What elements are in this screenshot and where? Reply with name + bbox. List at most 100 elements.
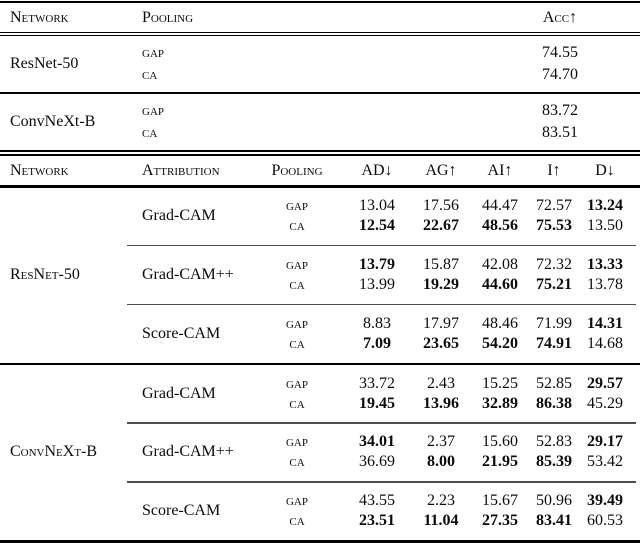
accuracy-header-double-rule (0, 32, 640, 37)
metric-value: 72.57 (536, 197, 572, 215)
pooling-cell: ca (289, 335, 305, 352)
attribution-block: Grad-CAM++ gap 13.79 15.87 42.08 72.32 13.33 ca… (142, 246, 640, 303)
metric-value: 13.33 (587, 256, 623, 274)
metric-value: 2.23 (427, 492, 455, 510)
metric-value: 2.37 (427, 433, 455, 451)
metrics-header-ai: AI↑ (487, 161, 513, 179)
metric-value: 71.99 (536, 315, 572, 332)
metric-value: 52.85 (536, 374, 572, 392)
metric-value: 50.96 (536, 492, 572, 510)
pooling-cell: gap (285, 256, 308, 274)
metrics-table-header: Network Attribution Pooling AD↓ AG↑ AI↑ … (0, 156, 640, 185)
metric-value: 44.47 (482, 197, 518, 215)
metric-value: 32.89 (482, 394, 518, 412)
metric-value: 60.53 (587, 512, 623, 530)
attribution-name: Score-CAM (142, 325, 221, 342)
metric-value: 29.57 (587, 374, 623, 392)
metric-value: 53.42 (587, 453, 623, 471)
attribution-block: Grad-CAM gap 33.72 2.43 15.25 52.85 29.57 ca 19.… (142, 365, 640, 422)
attribution-block: Score-CAM gap 8.83 17.97 48.46 71.99 14.31 ca 7.… (142, 305, 640, 362)
pooling-cell: ca (289, 512, 305, 530)
accuracy-header-network: Network (10, 8, 69, 26)
attribution-separator-rule (127, 481, 636, 483)
pooling-cell: gap (142, 44, 165, 62)
metric-value: 15.25 (482, 374, 518, 392)
metric-value: 74.91 (536, 335, 572, 352)
pooling-cell: gap (285, 315, 308, 332)
attribution-separator-rule (127, 422, 636, 424)
metric-value: 13.78 (587, 276, 623, 294)
network-group: ResNet-50 gap 74.55 ca 74.70 (0, 36, 640, 92)
accuracy-value: 83.72 (542, 101, 578, 119)
metric-value: 36.69 (359, 453, 395, 471)
metric-value: 19.29 (423, 276, 459, 294)
metric-value: 72.32 (536, 256, 572, 274)
pooling-cell: ca (142, 66, 158, 84)
metric-value: 23.65 (423, 335, 459, 352)
attribution-block: Grad-CAM++ gap 34.01 2.37 15.60 52.83 29.17 ca 3… (142, 424, 640, 481)
metrics-header-ag: AG↑ (425, 161, 457, 179)
metric-value: 83.41 (536, 512, 572, 530)
metric-value: 13.79 (359, 256, 395, 274)
pooling-cell: ca (289, 217, 305, 235)
metric-value: 17.97 (423, 315, 459, 332)
metric-value: 75.21 (536, 276, 572, 294)
metric-value: 15.67 (482, 492, 518, 510)
network-group: ConvNeXt-B gap 83.72 ca 83.51 (0, 94, 640, 150)
attribution-block: Score-CAM gap 43.55 2.23 15.67 50.96 39.49 ca 23… (142, 483, 640, 540)
pooling-cell: gap (285, 374, 308, 392)
metric-value: 17.56 (423, 197, 459, 215)
metric-value: 85.39 (536, 453, 572, 471)
metrics-table-body: ResNet-50 Grad-CAM gap 13.04 17.56 44.47 72.57… (0, 188, 640, 540)
metric-value: 27.35 (482, 512, 518, 530)
metric-value: 7.09 (363, 335, 391, 352)
metric-value: 13.99 (359, 276, 395, 294)
metrics-header-rule (0, 185, 640, 188)
metric-value: 2.43 (427, 374, 455, 392)
network-separator-rule (0, 92, 640, 94)
metric-value: 15.60 (482, 433, 518, 451)
metric-value: 13.96 (423, 394, 459, 412)
attribution-name: Grad-CAM++ (142, 266, 234, 284)
pooling-cell: gap (142, 101, 165, 119)
metric-value: 15.87 (423, 256, 459, 274)
metric-value: 45.29 (587, 394, 623, 412)
accuracy-value: 83.51 (542, 123, 578, 141)
metric-value: 43.55 (359, 492, 395, 510)
attribution-name: Grad-CAM (142, 207, 216, 225)
metric-value: 13.04 (359, 197, 395, 215)
metrics-header-network: Network (10, 161, 69, 179)
metric-value: 19.45 (359, 394, 395, 412)
attribution-name: Grad-CAM (142, 384, 216, 402)
network-name: ResNet-50 (10, 266, 80, 284)
attribution-name: Grad-CAM++ (142, 443, 234, 461)
metrics-header-attribution: Attribution (142, 161, 220, 179)
pooling-cell: gap (285, 492, 308, 510)
pooling-cell: gap (285, 197, 308, 215)
metric-value: 13.24 (587, 197, 623, 215)
network-name: ResNet-50 (10, 55, 79, 73)
metric-value: 22.67 (423, 217, 459, 235)
metric-value: 21.95 (482, 453, 518, 471)
metric-value: 54.20 (482, 335, 518, 352)
metrics-header-d: D↓ (595, 161, 615, 179)
top-rule (0, 1, 640, 4)
metric-value: 12.54 (359, 217, 395, 235)
metric-value: 44.60 (482, 276, 518, 294)
metrics-header-pooling: Pooling (271, 161, 323, 179)
accuracy-table-body: ResNet-50 gap 74.55 ca 74.70 ConvNeXt-B gap 83.… (0, 36, 640, 150)
network-separator-rule (0, 362, 640, 365)
metric-value: 29.17 (587, 433, 623, 451)
network-group-rows: Grad-CAM gap 33.72 2.43 15.25 52.85 29.57 ca 19.… (127, 365, 640, 540)
pooling-cell: gap (285, 433, 308, 451)
metric-value: 42.08 (482, 256, 518, 274)
attribution-separator-rule (127, 303, 636, 306)
accuracy-header-acc: Acc↑ (542, 8, 578, 26)
metrics-header-ad: AD↓ (361, 161, 393, 179)
metric-value: 23.51 (359, 512, 395, 530)
pooling-cell: ca (289, 453, 305, 471)
metric-value: 8.83 (363, 315, 391, 332)
network-group: ResNet-50 Grad-CAM gap 13.04 17.56 44.47 72.57… (0, 188, 640, 363)
metric-value: 13.50 (587, 217, 623, 235)
